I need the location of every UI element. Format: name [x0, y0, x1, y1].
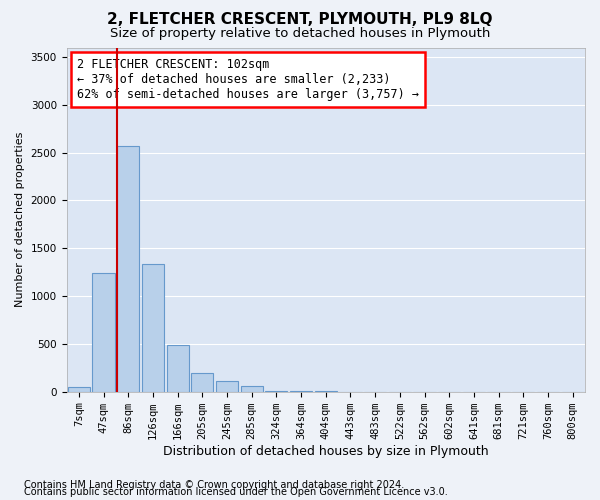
Text: 2, FLETCHER CRESCENT, PLYMOUTH, PL9 8LQ: 2, FLETCHER CRESCENT, PLYMOUTH, PL9 8LQ: [107, 12, 493, 28]
Bar: [117, 146, 139, 392]
Text: Size of property relative to detached houses in Plymouth: Size of property relative to detached ho…: [110, 28, 490, 40]
Bar: [241, 386, 263, 392]
X-axis label: Distribution of detached houses by size in Plymouth: Distribution of detached houses by size …: [163, 444, 488, 458]
Text: Contains HM Land Registry data © Crown copyright and database right 2024.: Contains HM Land Registry data © Crown c…: [24, 480, 404, 490]
Bar: [92, 273, 115, 392]
Bar: [216, 380, 238, 392]
Bar: [142, 264, 164, 392]
Bar: [68, 387, 90, 392]
Text: 2 FLETCHER CRESCENT: 102sqm
← 37% of detached houses are smaller (2,233)
62% of : 2 FLETCHER CRESCENT: 102sqm ← 37% of det…: [77, 58, 419, 101]
Text: Contains public sector information licensed under the Open Government Licence v3: Contains public sector information licen…: [24, 487, 448, 497]
Y-axis label: Number of detached properties: Number of detached properties: [15, 132, 25, 308]
Bar: [191, 372, 214, 392]
Bar: [265, 391, 287, 392]
Bar: [167, 345, 189, 392]
